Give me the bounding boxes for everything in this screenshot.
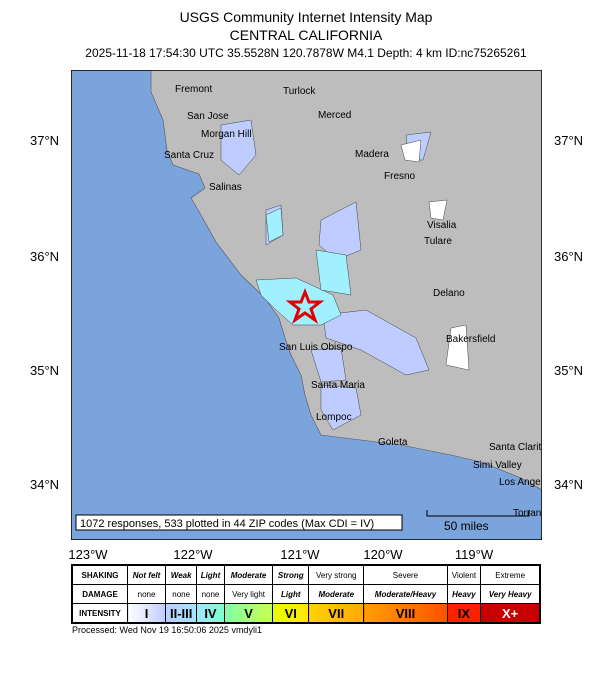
city-label: Goleta [378,437,408,448]
row-label: SHAKING [71,564,128,585]
shaking-cell: Extreme [480,564,541,585]
city-label: Fremont [175,84,212,95]
city-label: Santa Clarita [489,442,542,453]
intensity-cell: VI [272,603,310,624]
intensity-map[interactable]: Fremont Turlock San Jose Merced Morgan H… [71,70,542,540]
city-label: Bakersfield [446,334,495,345]
intensity-cell: VIII [363,603,448,624]
city-label: Torrance [513,508,542,519]
lat-label: 36°N [554,249,584,264]
city-label: Santa Cruz [164,150,214,161]
intensity-cell: I [126,603,167,624]
lat-label: 37°N [554,133,584,148]
row-label: DAMAGE [71,584,128,604]
city-label: Salinas [209,182,242,193]
intensity-legend: SHAKING Not felt Weak Light Moderate Strong V… [71,564,541,624]
cdi-zip-i [400,139,470,371]
lat-label: 34°N [30,477,60,492]
map-title: USGS Community Internet Intensity Map [179,9,433,25]
city-label: Madera [355,149,389,160]
lon-label: 121°W [280,547,320,562]
lat-label: 35°N [30,363,60,378]
damage-cell: Light [272,584,310,604]
event-info: 2025-11-18 17:54:30 UTC 35.5528N 120.787… [85,46,527,60]
row-label: INTENSITY [71,603,128,624]
intensity-cell: V [223,603,274,624]
city-label: Fresno [384,171,416,182]
city-label: Turlock [283,86,316,97]
intensity-cell: X+ [480,603,541,624]
scale-label: 50 miles [444,519,489,533]
city-label: Simi Valley [473,460,522,471]
shaking-cell: Strong [272,564,310,585]
summary-box [75,514,403,531]
shaking-cell: Severe [363,564,448,585]
city-label: Merced [318,110,351,121]
region-title: CENTRAL CALIFORNIA [229,27,383,43]
city-label: Visalia [427,220,457,231]
lon-label: 122°W [173,547,213,562]
shaking-cell: Very strong [308,564,365,585]
epicenter-star-icon [285,287,325,324]
damage-cell: Moderate [308,584,365,604]
city-label: San Jose [187,111,229,122]
city-label: Delano [433,288,465,299]
lat-label: 37°N [30,133,60,148]
city-labels: Fremont Turlock San Jose Merced Morgan H… [164,84,542,519]
shaking-cell: Violent [446,564,482,585]
damage-cell: Very light [223,584,274,604]
processed-timestamp: Processed: Wed Nov 19 16:50:06 2025 vmdy… [72,625,262,635]
scale-bar [426,510,530,517]
lon-label: 120°W [363,547,403,562]
damage-cell: Moderate/Heavy [363,584,448,604]
summary-text: 1072 responses, 533 plotted in 44 ZIP co… [80,518,374,530]
lat-label: 36°N [30,249,60,264]
city-label: Morgan Hill [201,129,252,140]
city-label: Los Angeles [499,477,542,488]
shaking-cell: Not felt [126,564,167,585]
lon-label: 123°W [68,547,108,562]
lat-label: 34°N [554,477,584,492]
damage-cell: Very Heavy [480,584,541,604]
shaking-cell: Weak [165,564,198,585]
intensity-cell: VII [308,603,365,624]
city-label: Santa Maria [311,380,365,391]
intensity-cell: II-III [165,603,198,624]
city-label: Lompoc [316,412,352,423]
lat-label: 35°N [554,363,584,378]
damage-cell: none [196,584,225,604]
damage-cell: none [126,584,167,604]
shaking-cell: Light [196,564,225,585]
shaking-cell: Moderate [223,564,274,585]
damage-cell: Heavy [446,584,482,604]
intensity-cell: IX [446,603,482,624]
lon-label: 119°W [454,547,494,562]
city-label: San Luis Obispo [279,342,353,353]
damage-cell: none [165,584,198,604]
city-label: Tulare [424,236,452,247]
intensity-cell: IV [196,603,225,624]
